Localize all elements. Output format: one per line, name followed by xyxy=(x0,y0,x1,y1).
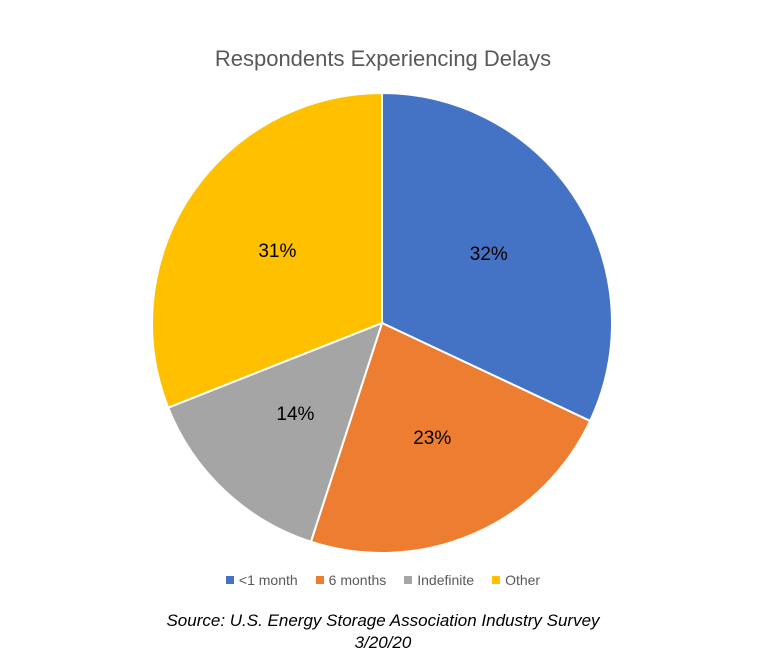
chart-title: Respondents Experiencing Delays xyxy=(214,46,552,71)
legend-label-1-month: <1 month xyxy=(238,572,298,588)
source-line-2: 3/20/20 xyxy=(354,633,412,652)
pie-slice-other xyxy=(151,91,383,409)
legend-item-1-month: <1 month xyxy=(225,572,298,588)
data-label-1-month: 32% xyxy=(470,244,508,265)
legend-label-indefinite: Indefinite xyxy=(417,572,475,588)
data-label-indefinite: 14% xyxy=(276,404,314,425)
legend-swatch-indefinite xyxy=(404,576,413,584)
pie-slice-1-month xyxy=(381,91,613,423)
legend: <1 month 6 months Indefinite Other xyxy=(0,572,766,588)
legend-swatch-6-months xyxy=(315,576,324,584)
legend-item-6-months: 6 months xyxy=(315,572,387,588)
legend-label-6-months: 6 months xyxy=(328,572,387,588)
data-label-6-months: 23% xyxy=(413,428,451,449)
legend-label-other: Other xyxy=(505,572,541,588)
data-label-other: 31% xyxy=(258,241,296,262)
source-note: Source: U.S. Energy Storage Association … xyxy=(0,610,766,654)
source-line-1: Source: U.S. Energy Storage Association … xyxy=(166,611,600,630)
legend-item-indefinite: Indefinite xyxy=(404,572,474,588)
legend-item-other: Other xyxy=(492,572,540,588)
legend-swatch-other xyxy=(492,576,501,584)
pie-slice-6-months xyxy=(309,321,592,554)
pie-slice-indefinite xyxy=(166,321,384,544)
legend-swatch-1-month xyxy=(225,576,234,584)
